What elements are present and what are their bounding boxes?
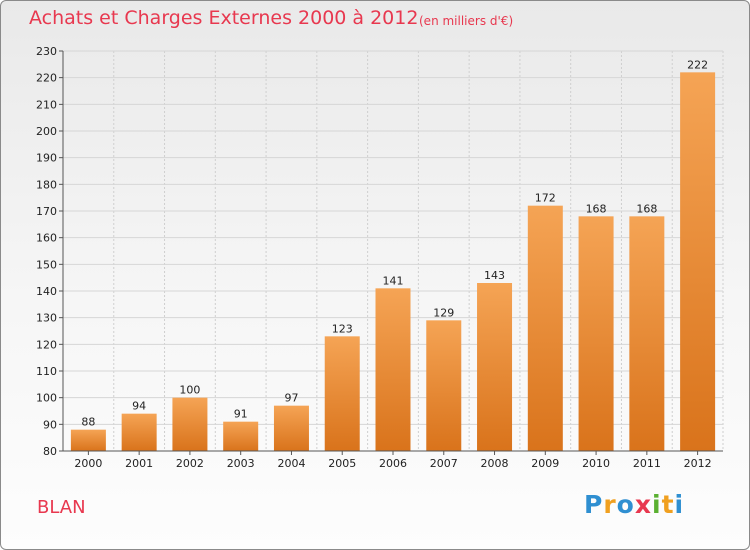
data-label: 91 bbox=[234, 408, 248, 421]
y-tick-label: 120 bbox=[36, 338, 57, 351]
chart-title: Achats et Charges Externes 2000 à 2012 bbox=[29, 7, 419, 29]
logo-letter: i bbox=[674, 490, 685, 519]
data-label: 123 bbox=[332, 322, 353, 335]
bar bbox=[324, 336, 360, 451]
data-label: 129 bbox=[433, 306, 454, 319]
bar bbox=[70, 429, 106, 451]
bar bbox=[223, 421, 259, 451]
x-tick-label: 2004 bbox=[277, 457, 305, 470]
y-tick-label: 230 bbox=[36, 45, 57, 58]
chart-subtitle: (en milliers d'€) bbox=[419, 14, 514, 28]
y-tick-label: 110 bbox=[36, 365, 57, 378]
x-tick-label: 2009 bbox=[531, 457, 559, 470]
x-tick-label: 2010 bbox=[582, 457, 610, 470]
y-tick-label: 100 bbox=[36, 392, 57, 405]
y-tick-label: 190 bbox=[36, 152, 57, 165]
data-labels: 88 94 100 91 97 123 141 129 143 172 168 168 222 bbox=[81, 58, 708, 428]
y-tick-label: 90 bbox=[43, 418, 57, 431]
y-tick-label: 160 bbox=[36, 232, 57, 245]
x-tick-label: 2008 bbox=[481, 457, 509, 470]
x-tick-label: 2002 bbox=[176, 457, 204, 470]
y-tick-label: 170 bbox=[36, 205, 57, 218]
data-label: 172 bbox=[535, 192, 556, 205]
bar bbox=[578, 216, 614, 451]
data-label: 143 bbox=[484, 269, 505, 282]
y-tick-label: 140 bbox=[36, 285, 57, 298]
y-tick-label: 80 bbox=[43, 445, 57, 458]
y-tick-label: 200 bbox=[36, 125, 57, 138]
logo-letter: t bbox=[661, 490, 675, 519]
bar bbox=[527, 205, 563, 451]
data-label: 141 bbox=[383, 274, 404, 287]
x-tick-label: 2011 bbox=[633, 457, 661, 470]
x-tick-label: 2006 bbox=[379, 457, 407, 470]
data-label: 222 bbox=[687, 58, 708, 71]
bar bbox=[121, 413, 157, 451]
x-tick-label: 2003 bbox=[227, 457, 255, 470]
commune-name: BLAN bbox=[37, 497, 86, 518]
data-label: 97 bbox=[284, 392, 298, 405]
y-tick-label: 180 bbox=[36, 178, 57, 191]
x-tick-label: 2000 bbox=[74, 457, 102, 470]
data-label: 100 bbox=[179, 384, 200, 397]
y-tick-label: 150 bbox=[36, 258, 57, 271]
bar bbox=[477, 283, 513, 451]
bar bbox=[680, 72, 716, 451]
x-tick-label: 2005 bbox=[328, 457, 356, 470]
bar bbox=[172, 397, 208, 451]
proxiti-logo: Proxiti bbox=[584, 490, 684, 519]
data-label: 168 bbox=[586, 202, 607, 215]
logo-letter: x bbox=[634, 490, 652, 519]
logo-letter: r bbox=[603, 490, 617, 519]
x-tick-label: 2001 bbox=[125, 457, 153, 470]
y-tick-label: 220 bbox=[36, 72, 57, 85]
logo-letter: o bbox=[616, 490, 635, 519]
bar bbox=[375, 288, 411, 451]
bars bbox=[70, 72, 716, 451]
data-label: 94 bbox=[132, 400, 146, 413]
data-label: 168 bbox=[636, 202, 657, 215]
y-tick-label: 210 bbox=[36, 98, 57, 111]
x-tick-label: 2012 bbox=[684, 457, 712, 470]
logo-letter: i bbox=[652, 490, 662, 519]
bar bbox=[273, 405, 309, 451]
x-tick-label: 2007 bbox=[430, 457, 458, 470]
data-label: 88 bbox=[81, 416, 95, 429]
bar bbox=[426, 320, 462, 451]
bar bbox=[629, 216, 665, 451]
logo-letter: P bbox=[584, 490, 604, 519]
axes: 8090100110120130140150160170180190200210… bbox=[36, 45, 723, 470]
y-tick-label: 130 bbox=[36, 312, 57, 325]
